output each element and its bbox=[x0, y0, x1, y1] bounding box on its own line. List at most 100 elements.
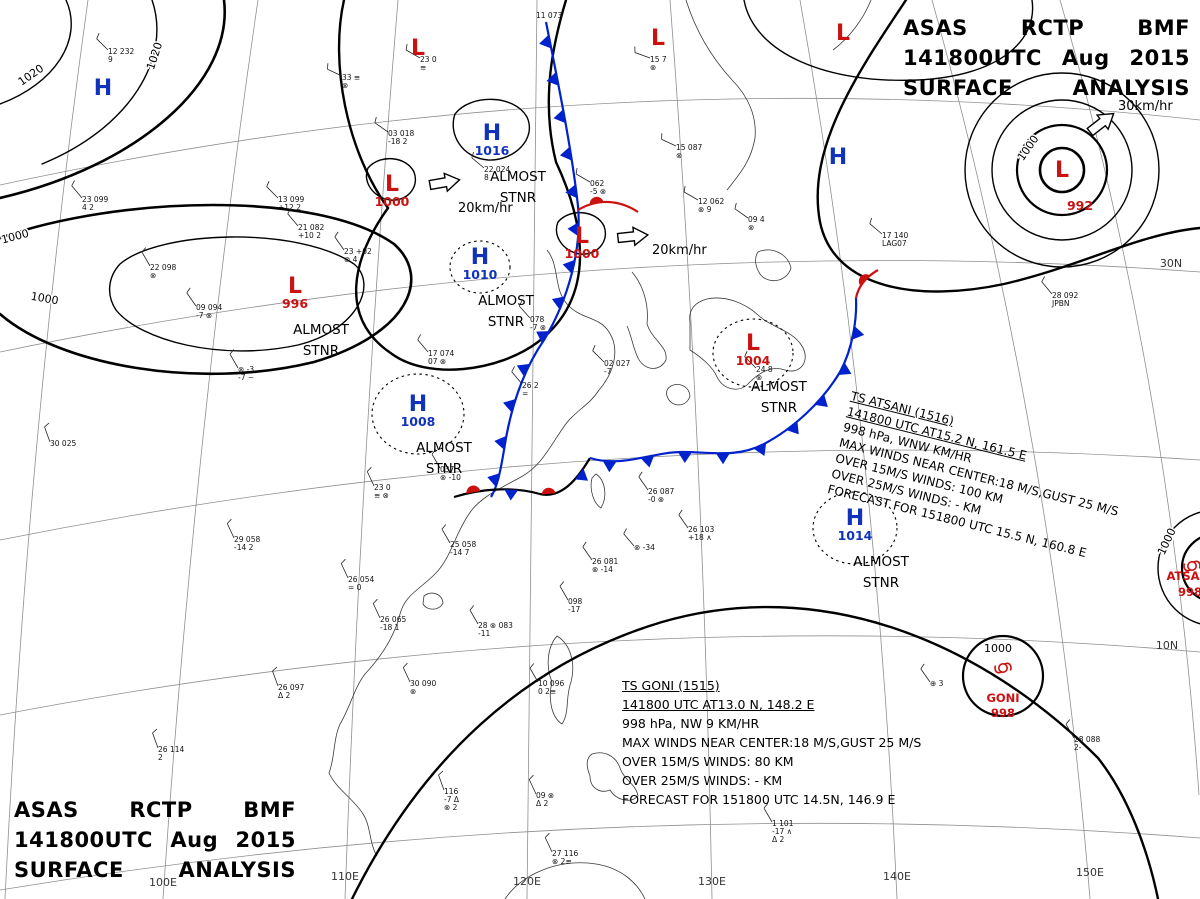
wind-barb bbox=[141, 251, 151, 267]
isobar-path bbox=[365, 158, 417, 201]
cold-front-symbol bbox=[753, 442, 767, 457]
movement-note: ALMOST bbox=[416, 440, 473, 456]
storm-info-goni: TS GONI (1515) 141800 UTC AT13.0 N, 148.… bbox=[622, 676, 921, 809]
pressure-center-value: 1000 bbox=[375, 194, 410, 209]
isobar-path bbox=[109, 236, 365, 352]
wind-barb-tick bbox=[529, 663, 535, 669]
wind-barb-tick bbox=[374, 116, 377, 123]
storm-wind25-line: OVER 25M/S WINDS: - KM bbox=[622, 773, 783, 788]
pressure-center-value: 1010 bbox=[463, 267, 498, 282]
wind-barb bbox=[402, 667, 411, 683]
pressure-ring bbox=[1180, 536, 1200, 600]
wind-barb bbox=[683, 191, 699, 201]
station-plot: 23 +02 ⊗ 4 bbox=[344, 247, 372, 264]
pressure-center-letter: L bbox=[288, 274, 302, 299]
meridian-line bbox=[162, 0, 259, 899]
wind-barb-tick bbox=[287, 208, 291, 214]
station-plot: 24 8 ⊗ bbox=[756, 365, 773, 382]
wind-barb-tick bbox=[592, 345, 596, 351]
cold-front-symbol bbox=[503, 399, 516, 413]
axis-label: 100E bbox=[149, 876, 177, 889]
wind-barb-tick bbox=[763, 803, 769, 809]
wind-barb bbox=[372, 603, 381, 619]
wind-barb-tick bbox=[441, 524, 447, 530]
station-plot: 26 097 Δ 2 bbox=[278, 683, 304, 700]
station-plot: 037 ⊗ -10 bbox=[440, 465, 461, 482]
movement-note: ALMOST bbox=[853, 554, 910, 570]
isobar-path bbox=[350, 605, 1160, 899]
movement-note: STNR bbox=[761, 400, 797, 416]
motion-arrow-icon bbox=[616, 226, 650, 247]
axis-label: 120E bbox=[513, 875, 541, 888]
pressure-center-value: 996 bbox=[282, 296, 308, 311]
cold-front-symbol bbox=[715, 453, 730, 465]
pressure-ring bbox=[1015, 123, 1109, 217]
wind-barb bbox=[71, 185, 83, 199]
wind-barb-tick bbox=[1065, 719, 1071, 725]
coastline-path bbox=[504, 862, 646, 899]
storm-position-line: 141800 UTC AT13.0 N, 148.2 E bbox=[622, 697, 815, 712]
station-plot: 12 232 9 bbox=[108, 47, 134, 64]
isobar-path bbox=[816, 0, 1200, 293]
pressure-center-value: 1016 bbox=[475, 143, 510, 158]
movement-note: STNR bbox=[303, 343, 339, 359]
storm-title: TS GONI (1515) bbox=[622, 678, 720, 693]
dotted-system-ring bbox=[712, 318, 794, 388]
wind-barb bbox=[266, 186, 279, 199]
station-plot: 25 058 -14 7 bbox=[450, 540, 476, 557]
wind-barb bbox=[592, 350, 605, 363]
pressure-ring bbox=[964, 72, 1160, 268]
cold-front-symbol bbox=[536, 331, 550, 344]
cold-front-symbol bbox=[567, 222, 579, 237]
station-plot: 26 081 ⊗ -14 bbox=[592, 557, 618, 574]
pressure-center-letter: L bbox=[836, 21, 850, 46]
motion-arrow-icon bbox=[1086, 112, 1115, 137]
isobar-label: 1000 bbox=[30, 290, 60, 308]
pressure-center-letter: H bbox=[846, 506, 864, 531]
isobar-path bbox=[0, 0, 72, 105]
warm-front-symbol bbox=[466, 485, 481, 494]
cold-front-symbol bbox=[786, 421, 799, 435]
wind-barb bbox=[272, 670, 279, 687]
wind-barb-tick bbox=[582, 541, 587, 548]
wind-barb bbox=[734, 208, 749, 219]
station-plot: 13 099 +12 2 bbox=[278, 195, 304, 212]
meridian-line bbox=[4, 0, 89, 899]
motion-arrow-icon bbox=[428, 172, 461, 193]
wind-barb-tick bbox=[683, 186, 686, 193]
wind-barb bbox=[287, 213, 299, 227]
pressure-ring bbox=[991, 99, 1133, 241]
parallel-line bbox=[0, 260, 1200, 353]
coastline-path bbox=[590, 473, 606, 509]
meridian-line bbox=[931, 0, 1091, 899]
storm-name-label: GONI bbox=[986, 691, 1019, 705]
dotted-system-ring bbox=[371, 373, 465, 455]
coastline-path bbox=[626, 271, 667, 369]
pressure-center-value: 1014 bbox=[838, 528, 873, 543]
isobar-path bbox=[555, 212, 607, 255]
wind-barb bbox=[441, 528, 451, 544]
front-layer bbox=[453, 21, 879, 501]
movement-note: STNR bbox=[863, 575, 899, 591]
wind-barb-tick bbox=[511, 366, 515, 372]
pressure-center-value: 1000 bbox=[565, 246, 600, 261]
cold-front-symbol bbox=[838, 362, 852, 375]
wind-barb-tick bbox=[575, 168, 578, 175]
axis-label: 110E bbox=[331, 870, 359, 883]
cold-front-symbol bbox=[516, 363, 530, 377]
meridian-line bbox=[1059, 0, 1200, 796]
pressure-center-letter: H bbox=[471, 245, 489, 270]
wind-barb-tick bbox=[734, 202, 737, 209]
warm-front-symbol bbox=[541, 487, 556, 495]
agency-title: ASAS RCTP BMF bbox=[14, 798, 296, 822]
storm-maxwind-line: MAX WINDS NEAR CENTER:18 M/S,GUST 25 M/S bbox=[622, 735, 922, 750]
wind-barb-tick bbox=[469, 605, 475, 611]
speed-label: 20km/hr bbox=[458, 201, 513, 216]
chart-title-bottom-left: ASAS RCTP BMF 141800UTC Aug 2015 SURFACE… bbox=[14, 796, 296, 885]
cold-front-symbol bbox=[677, 452, 692, 464]
cold-front-symbol bbox=[602, 460, 617, 473]
station-plot: 26 2 = bbox=[522, 381, 539, 398]
station-plot: 17 140 LAG07 bbox=[882, 231, 908, 248]
cold-front-symbol bbox=[487, 473, 500, 487]
